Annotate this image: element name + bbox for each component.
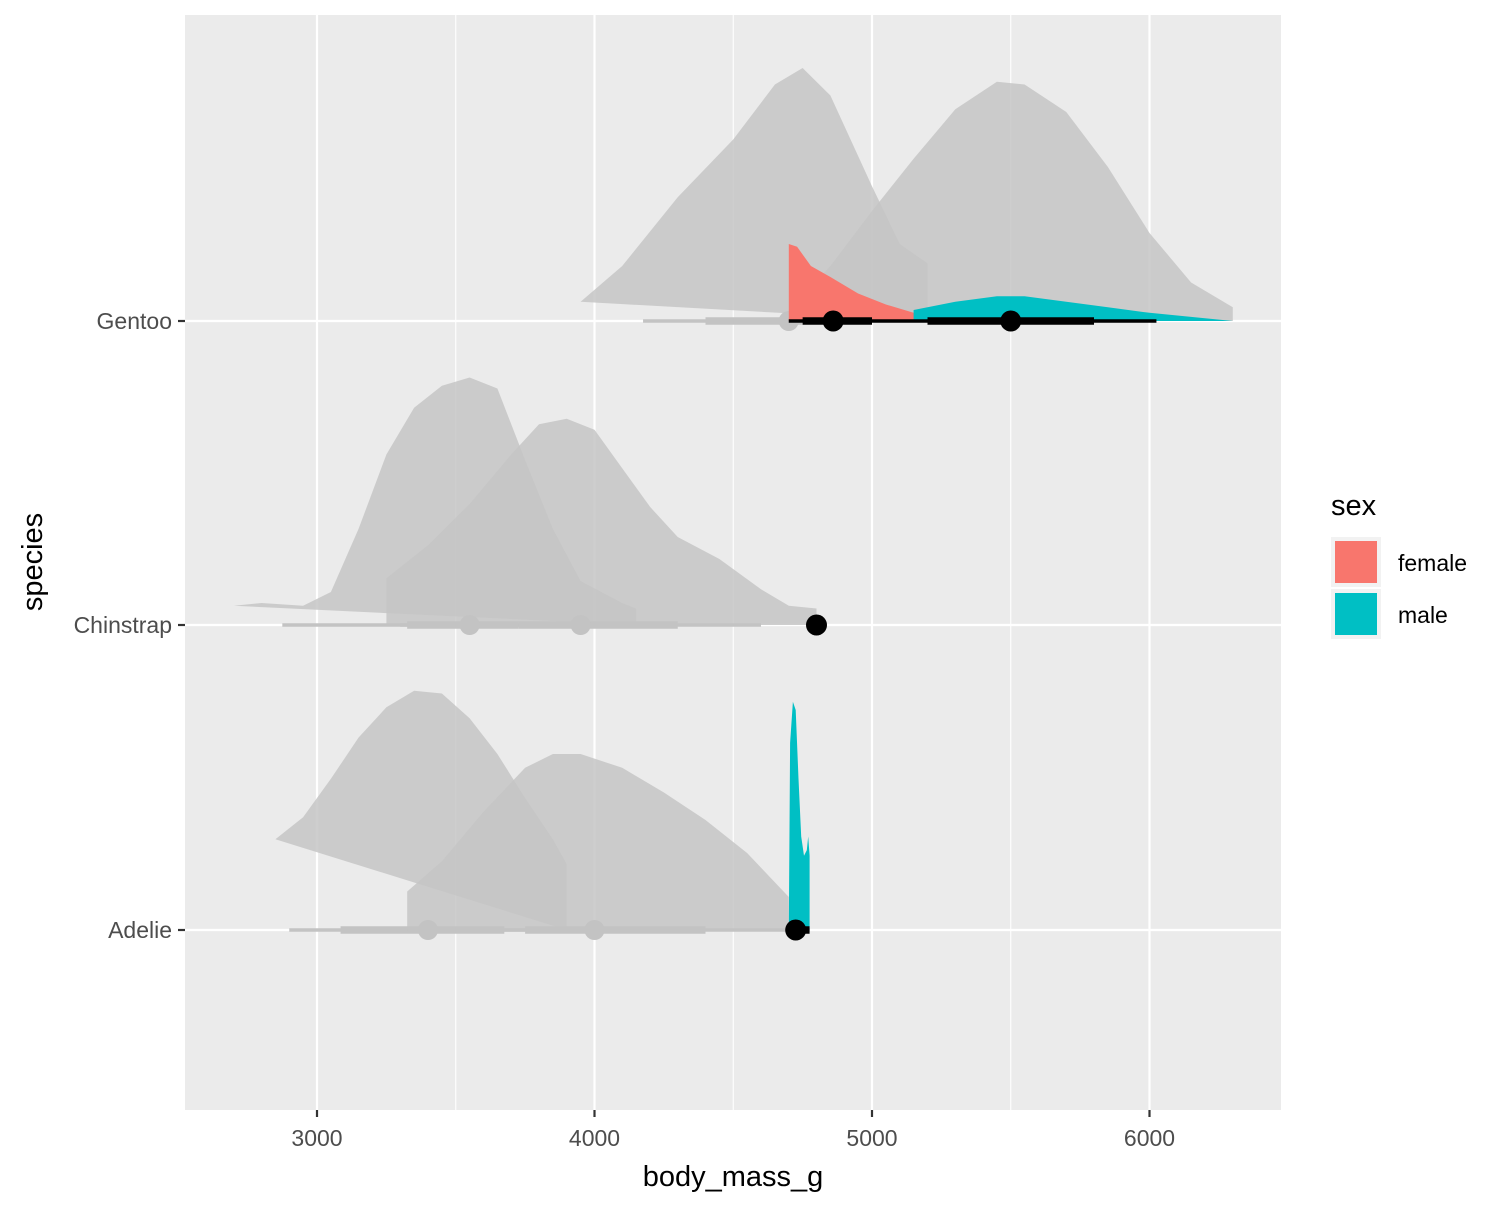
legend-label-female: female [1398,550,1467,576]
y-tick-label-adelie: Adelie [108,917,172,943]
interval-point [570,615,591,635]
faded-slab-adelie-male [407,754,789,930]
legend-key-female [1335,541,1377,583]
faded-interval-chinstrap-male [400,615,761,635]
faded-intervals [282,311,803,940]
highlight-interval-gentoo-female [788,310,928,332]
x-tick-label-5000: 5000 [846,1125,897,1151]
interval-point [806,614,827,636]
highlight-slab-gentoo-male [913,296,1233,321]
legend-title: sex [1331,490,1377,522]
y-tick-label-chinstrap: Chinstrap [74,612,172,638]
legend-label-male: male [1398,602,1448,628]
highlight-slab-adelie-male [788,701,810,930]
highlight-slabs [788,244,1233,930]
interval-point [1000,310,1022,332]
legend-key-male [1335,593,1377,635]
faded-slabs [233,68,1233,930]
highlight-slab-gentoo-female [788,244,928,321]
highlight-interval-adelie-male [785,919,810,941]
x-tick-label-6000: 6000 [1124,1125,1175,1151]
highlight-interval-gentoo-male [927,310,1157,332]
x-axis-title: body_mass_g [643,1161,824,1193]
faded-slab-gentoo-male [788,81,1233,321]
highlight-interval-chinstrap-male [806,614,827,636]
interval-point [785,919,807,941]
faded-interval-adelie-male [407,920,789,940]
x-tick-label-4000: 4000 [569,1125,620,1151]
y-tick-label-gentoo: Gentoo [97,308,172,334]
faded-slab-chinstrap-male [386,418,817,625]
interval-point [584,920,605,940]
axes: 3000 4000 5000 6000 Gentoo Chinstrap Adelie [74,308,1176,1151]
y-axis-title: species [17,513,49,611]
legend: sex female male [1331,490,1467,639]
x-tick-label-3000: 3000 [291,1125,342,1151]
interval-point [822,310,844,332]
highlight-intervals [785,310,1157,941]
